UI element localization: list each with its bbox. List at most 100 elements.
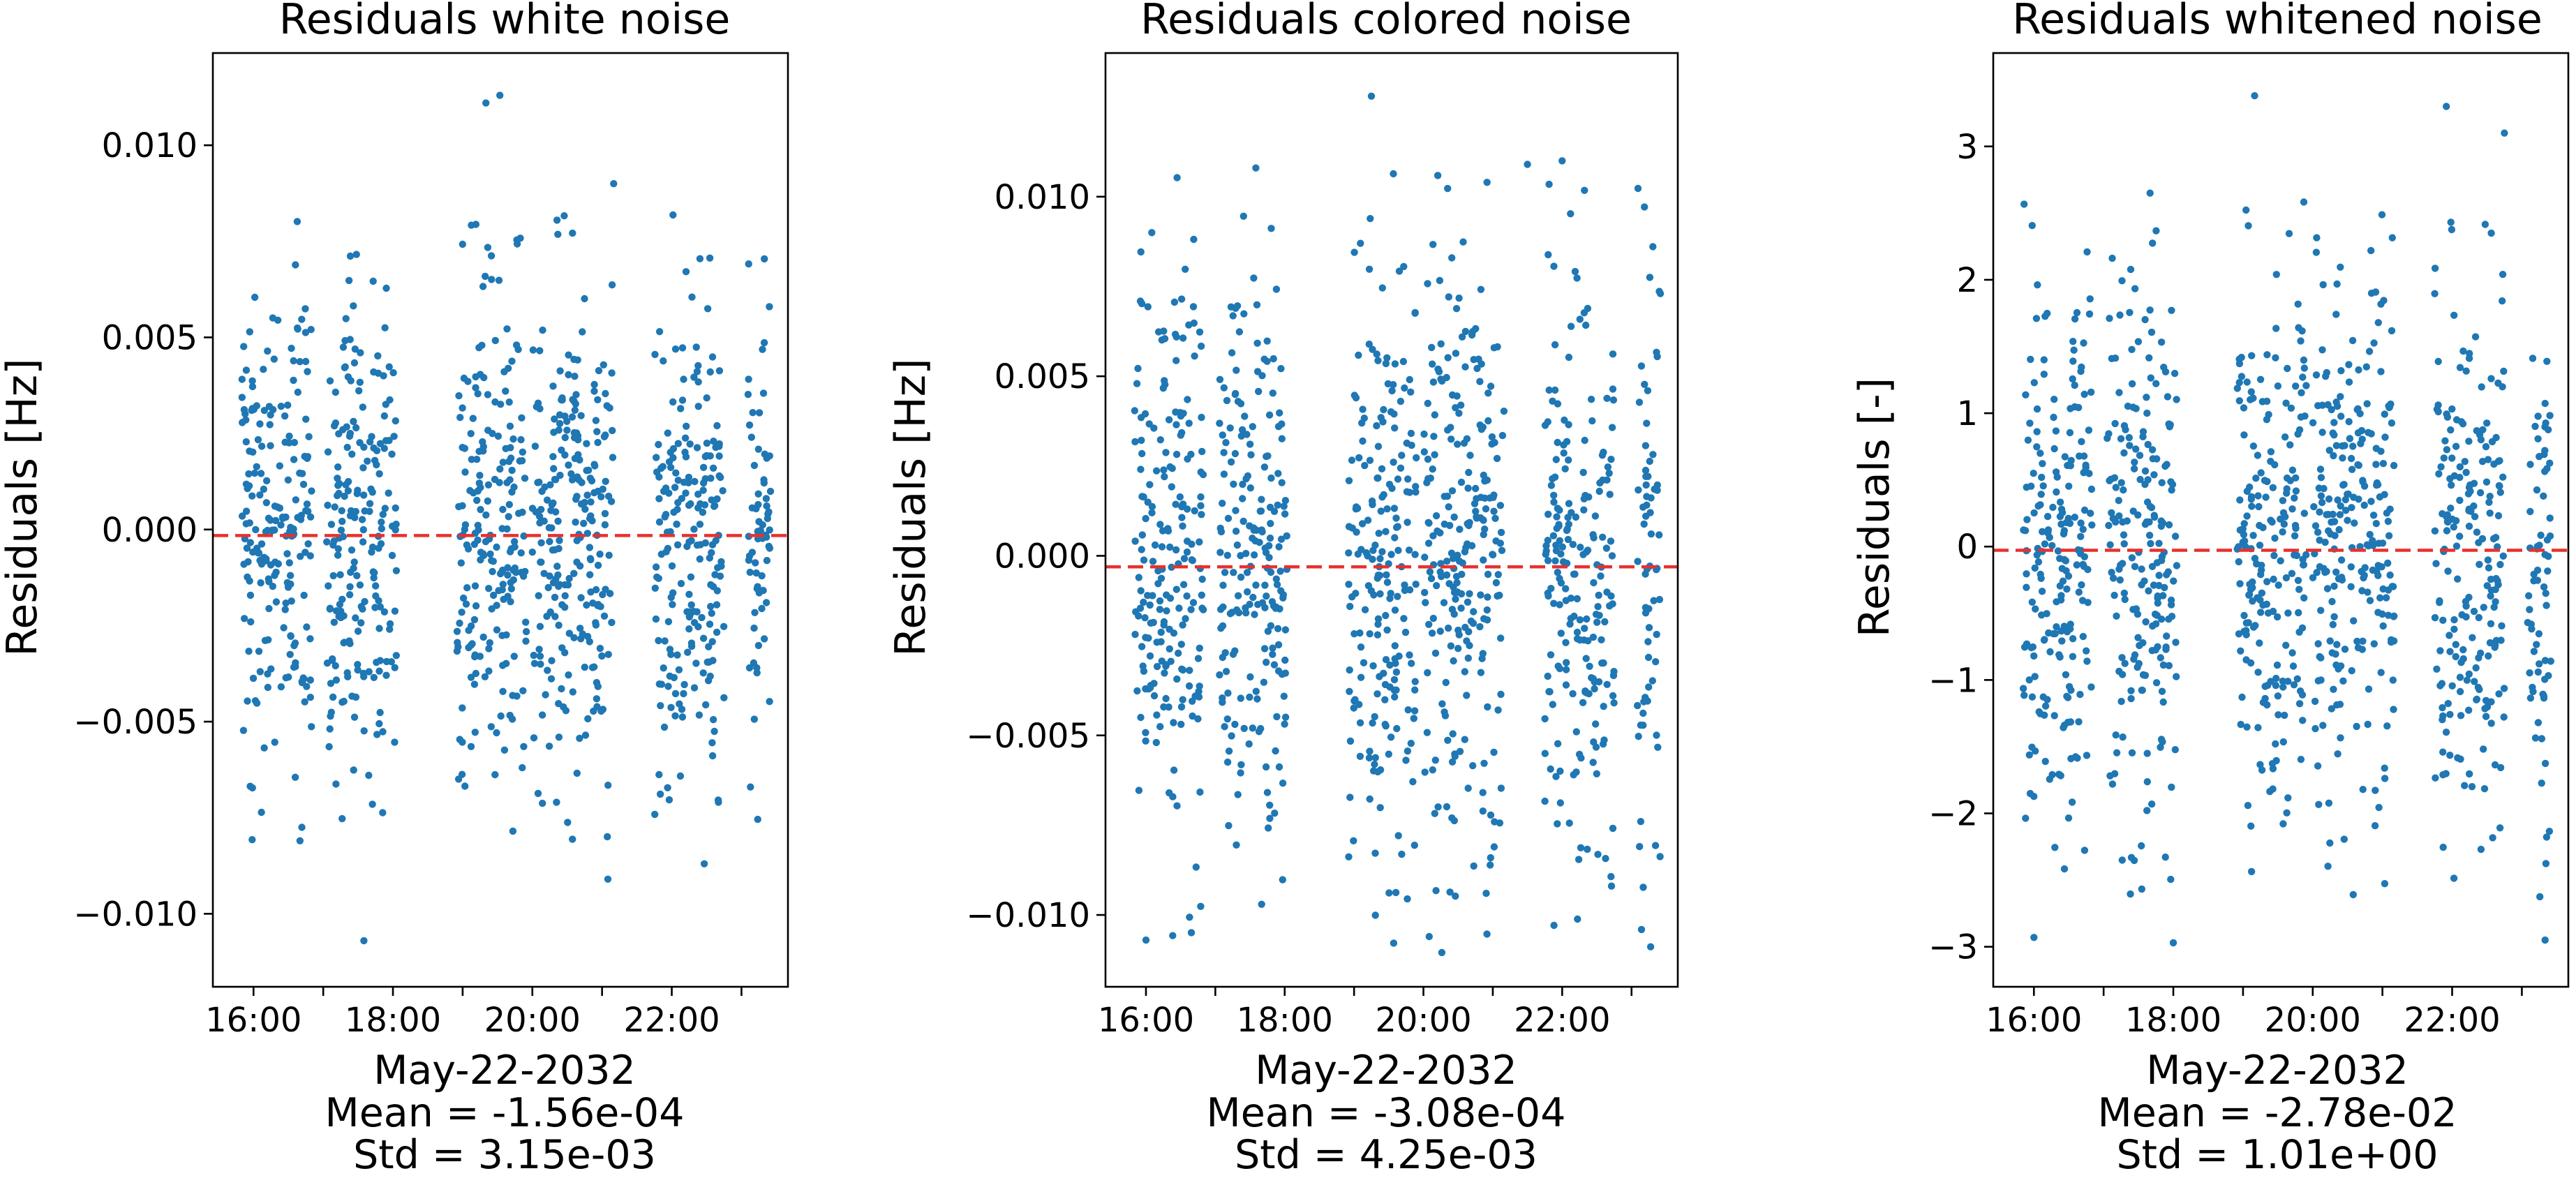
data-point [1134, 364, 1142, 373]
data-point [1261, 581, 1269, 589]
data-point [2443, 103, 2450, 110]
data-point [1355, 701, 1363, 708]
data-point [257, 579, 265, 587]
data-point [2447, 218, 2455, 226]
data-point [1544, 672, 1551, 680]
data-point [467, 430, 475, 438]
data-point [2136, 475, 2144, 484]
data-point [2144, 440, 2152, 449]
data-point [2159, 661, 2168, 669]
data-point [498, 525, 506, 532]
data-point [280, 624, 288, 632]
data-point [2270, 551, 2278, 560]
data-point [1192, 863, 1200, 871]
data-point [2471, 513, 2479, 521]
data-point [2247, 822, 2255, 830]
data-point [474, 390, 482, 398]
data-point [489, 591, 498, 599]
data-point [2104, 434, 2111, 442]
data-point [2372, 288, 2380, 296]
data-point [2318, 498, 2326, 507]
data-point [251, 469, 259, 477]
data-point [2173, 396, 2180, 403]
data-point [660, 723, 669, 731]
data-point [2256, 761, 2264, 768]
data-point [1651, 842, 1660, 849]
data-point [1427, 475, 1434, 482]
data-point [499, 687, 507, 695]
data-point [300, 675, 308, 683]
data-point [655, 636, 662, 645]
data-point [385, 363, 393, 371]
data-point [2527, 620, 2535, 628]
data-point [1234, 791, 1242, 798]
data-point [484, 391, 492, 398]
data-point [2139, 671, 2147, 679]
data-point [670, 508, 678, 516]
data-point [761, 255, 768, 263]
data-point [2043, 512, 2052, 521]
data-point [556, 537, 563, 544]
data-point [1484, 389, 1492, 397]
data-point [2534, 412, 2542, 420]
data-point [269, 583, 276, 590]
data-point [2478, 383, 2485, 391]
data-point [546, 537, 553, 546]
data-point [453, 627, 461, 635]
data-point [1169, 932, 1177, 939]
data-point [306, 635, 314, 643]
data-point [1258, 495, 1265, 503]
data-point [1249, 423, 1257, 431]
data-point [1280, 502, 1288, 510]
data-point [1401, 628, 1410, 636]
data-point [2263, 397, 2271, 405]
data-point [2287, 404, 2295, 412]
data-point [341, 492, 348, 500]
data-point [1556, 664, 1564, 673]
data-point [2080, 469, 2087, 477]
data-point [306, 676, 314, 684]
data-point [1420, 430, 1428, 438]
data-point [2116, 576, 2124, 584]
data-point [1131, 407, 1139, 415]
data-point [1650, 597, 1658, 604]
data-point [694, 504, 702, 512]
data-point [708, 638, 716, 646]
data-point [334, 492, 341, 500]
data-point [339, 343, 348, 351]
data-point [1487, 861, 1494, 869]
data-point [2497, 636, 2505, 644]
data-point [1133, 380, 1141, 387]
data-point [1172, 333, 1180, 341]
data-point [2456, 687, 2464, 696]
data-point [700, 860, 708, 868]
data-point [2164, 393, 2172, 401]
data-point [516, 457, 523, 465]
data-point [354, 666, 362, 674]
data-point [2030, 652, 2038, 660]
data-point [277, 683, 285, 691]
data-point [1158, 543, 1166, 551]
data-point [508, 466, 516, 475]
data-point [2290, 681, 2298, 689]
data-point [530, 659, 539, 667]
data-point [1634, 184, 1642, 193]
data-point [555, 733, 563, 741]
data-point [1459, 559, 1466, 567]
data-point [2247, 493, 2256, 500]
data-point [347, 568, 355, 576]
data-point [678, 396, 687, 404]
data-point [1635, 398, 1644, 406]
data-point [2233, 385, 2241, 392]
data-point [1274, 470, 1282, 477]
data-point [1549, 701, 1556, 708]
data-point [2050, 712, 2058, 720]
data-point [1276, 605, 1283, 613]
data-point [2085, 470, 2093, 477]
data-point [1250, 274, 1258, 282]
data-point [2444, 567, 2452, 575]
data-point [2434, 357, 2442, 366]
data-point [2136, 452, 2144, 459]
data-point [2087, 683, 2095, 691]
data-point [2041, 757, 2049, 766]
